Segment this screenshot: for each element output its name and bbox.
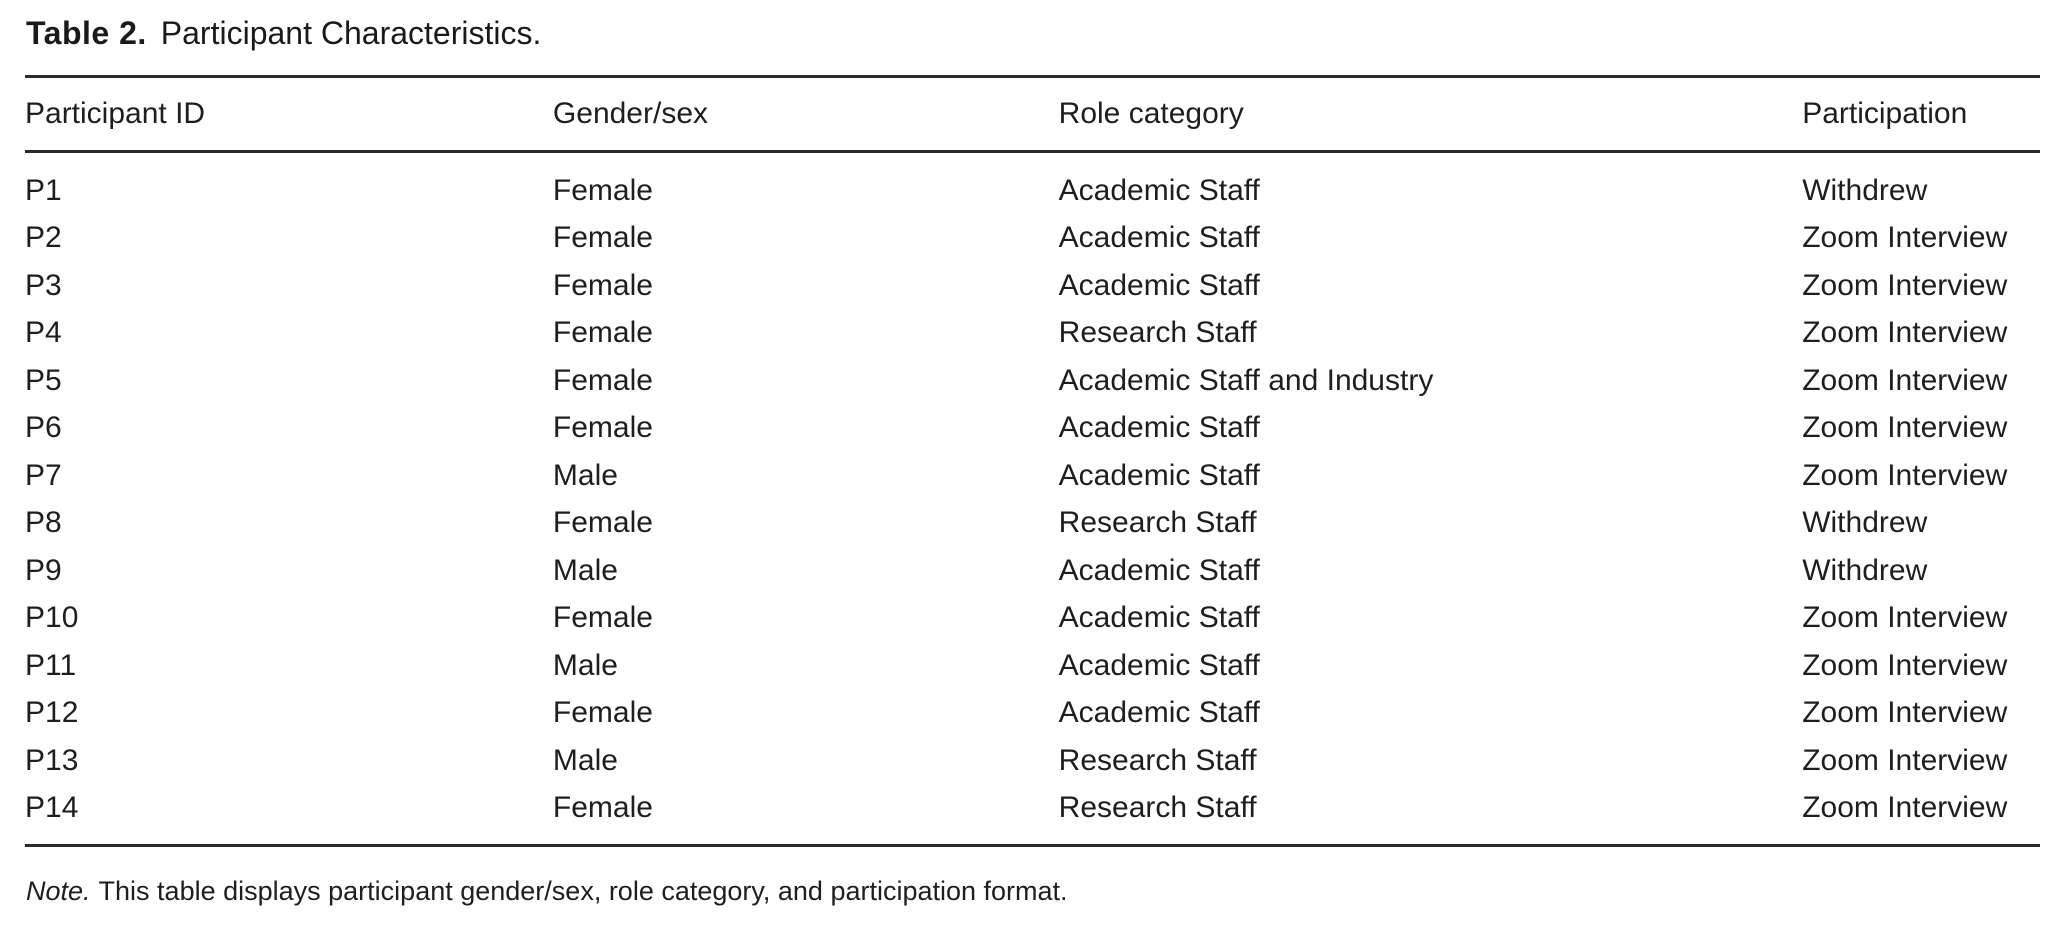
table-cell: Female [552,268,653,302]
table-cell: Withdrew [1802,553,1928,587]
table-cell: Academic Staff [1058,553,1260,587]
table-cell: P14 [25,791,79,825]
table-cell: Academic Staff [1058,601,1260,635]
table-cell: Zoom Interview [1802,743,2008,777]
table-cell: Male [552,743,618,777]
table-cell: Female [552,696,653,730]
table-cell: Zoom Interview [1802,458,2008,492]
table-cell: P7 [25,458,62,492]
table-caption-label: Table 2. [26,15,147,51]
table-cell: Withdrew [1802,173,1928,207]
table-cell: P1 [25,173,62,207]
table-cell: Male [552,458,618,492]
table-cell: P5 [25,363,62,397]
table-cell: Research Staff [1058,316,1257,350]
table-row: P14 Female Research Staff Zoom Interview [25,785,2040,846]
table-caption-title: Participant Characteristics. [160,15,542,51]
table-cell: Female [552,363,653,397]
table-cell: Withdrew [1802,506,1928,540]
table-cell: P6 [25,411,62,445]
table-cell: Academic Staff [1058,648,1260,682]
table-row: P13 Male Research Staff Zoom Interview [25,737,2040,785]
table-cell: Zoom Interview [1802,601,2008,635]
table-cell: Academic Staff and Industry [1058,363,1434,397]
table-cell: Research Staff [1058,743,1257,777]
table-note-label: Note. [26,876,91,906]
table-cell: Female [552,221,653,255]
table-row: P11 Male Academic Staff Zoom Interview [25,642,2040,690]
column-header-participation: Participation [1802,76,2040,153]
table-row: P2 Female Academic Staff Zoom Interview [25,215,2040,263]
table-cell: Zoom Interview [1802,648,2008,682]
table-cell: Female [552,506,653,540]
table-body: P1 Female Academic Staff Withdrew P2 Female Ac… [25,152,2040,846]
table-cell: P9 [25,553,62,587]
table-cell: Male [552,553,618,587]
table-cell: Academic Staff [1058,221,1260,255]
table-cell: Female [552,316,653,350]
table-cell: Zoom Interview [1802,696,2008,730]
table-cell: P10 [25,601,79,635]
column-header-gender-sex: Gender/sex [552,76,1059,153]
table-cell: P3 [25,268,62,302]
table-cell: P11 [25,648,77,682]
table-cell: Zoom Interview [1802,363,2008,397]
table-note: Note. This table displays participant gen… [26,874,1068,908]
table-cell: Academic Staff [1058,268,1260,302]
table-cell: Zoom Interview [1802,316,2008,350]
participant-characteristics-table: Participant ID Gender/sex Role category … [25,75,2040,847]
table-cell: P4 [25,316,62,350]
table-cell: Academic Staff [1058,696,1260,730]
table-cell: Zoom Interview [1802,411,2008,445]
table-cell: Zoom Interview [1802,268,2008,302]
table-row: P10 Female Academic Staff Zoom Interview [25,595,2040,643]
table-cell: Academic Staff [1058,411,1260,445]
table-cell: P12 [25,696,79,730]
table-cell: Academic Staff [1058,173,1260,207]
table-row: P7 Male Academic Staff Zoom Interview [25,452,2040,500]
table-cell: P2 [25,221,62,255]
table-cell: Female [552,791,653,825]
table-cell: Female [552,411,653,445]
table-cell: Research Staff [1058,791,1257,825]
table-row: P5 Female Academic Staff and Industry Zoom … [25,357,2040,405]
column-header-role-category: Role category [1058,76,1803,153]
table-note-text: This table displays participant gender/s… [98,876,1068,906]
table-row: P9 Male Academic Staff Withdrew [25,547,2040,595]
column-header-participant-id: Participant ID [25,76,553,153]
table-cell: Zoom Interview [1802,221,2008,255]
table-row: P8 Female Research Staff Withdrew [25,500,2040,548]
table-cell: Female [552,601,653,635]
table-cell: P8 [25,506,62,540]
table-cell: Zoom Interview [1802,791,2008,825]
table-cell: P13 [25,743,79,777]
table-cell: Female [552,173,653,207]
table-cell: Academic Staff [1058,458,1260,492]
table-row: P6 Female Academic Staff Zoom Interview [25,405,2040,453]
table-caption: Table 2. Participant Characteristics. [26,14,541,52]
table-row: P1 Female Academic Staff Withdrew [25,152,2040,215]
table-header-row: Participant ID Gender/sex Role category … [25,76,2040,153]
table-cell: Research Staff [1058,506,1257,540]
table-row: P3 Female Academic Staff Zoom Interview [25,262,2040,310]
table-row: P12 Female Academic Staff Zoom Interview [25,690,2040,738]
table-row: P4 Female Research Staff Zoom Interview [25,310,2040,358]
table-cell: Male [552,648,618,682]
